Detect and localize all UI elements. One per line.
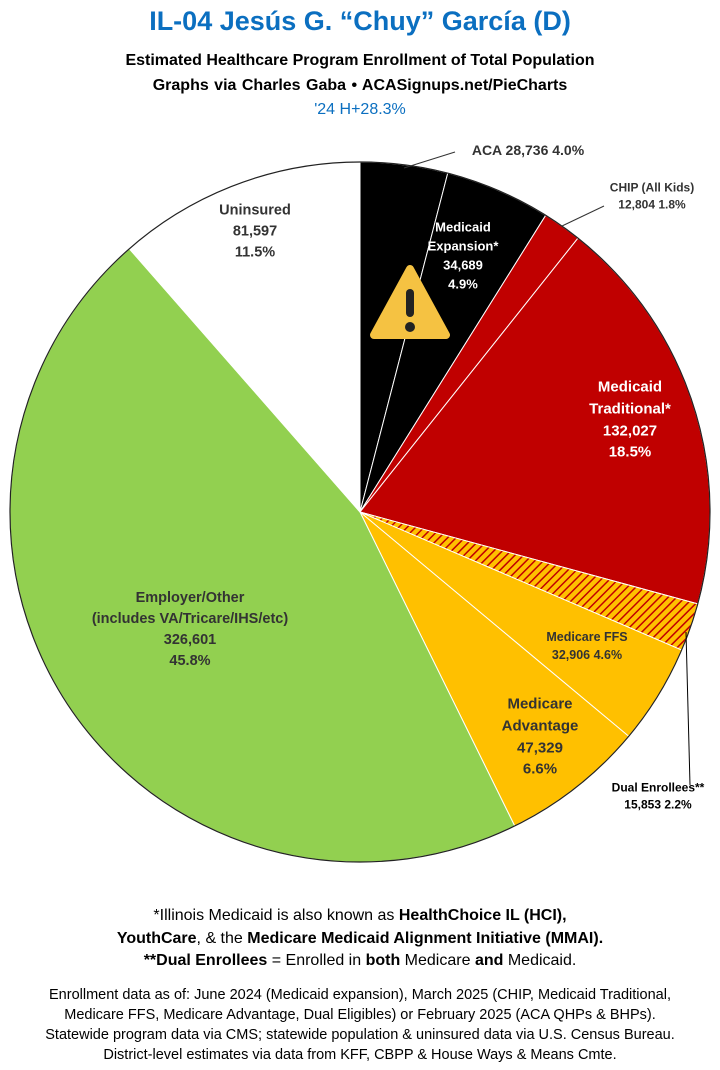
slice-name: Medicare Advantage [501,695,579,735]
slice-label: Medicaid Traditional* 132,027 18.5% [589,377,671,464]
slice-label: Employer/Other (includes VA/Tricare/IHS/… [92,588,288,672]
warning-icon-part [406,289,414,317]
slice-name: CHIP (All Kids) [609,180,695,195]
slice-percent: 4.6% [593,648,623,662]
slice-percent: 18.5% [608,443,652,461]
footnote-text: *Illinois Medicaid is also known as [153,907,399,924]
slice-value: 28,736 [505,141,549,158]
footnote-text: = Enrolled in [267,952,366,969]
subtitle: Estimated Healthcare Program Enrollment … [125,52,595,69]
leader-line [403,151,456,169]
chart-title: IL-04 Jesús G. “Chuy” García (D) [149,6,571,36]
slice-percent: 6.6% [522,760,558,778]
footnote-text: **Dual Enrollees [143,952,268,969]
source: Medicare FFS, Medicare Advantage, Dual E… [64,1007,656,1023]
slice-value: 132,027 [602,422,658,439]
slice-value: 34,689 [443,257,483,272]
leader-line [685,631,691,786]
slice-name: Uninsured [219,202,291,219]
slice-value: 326,601 [163,632,217,648]
credit: Graphs via Charles Gaba • ACASignups.net… [152,77,568,94]
source: District-level estimates via data from K… [103,1047,617,1063]
slice-name: ACA [471,141,502,158]
footnote-text: Medicare Medicaid Alignment Initiative (… [247,930,604,947]
pie-outline [9,161,711,863]
footnote-text: HealthChoice IL (HCI), [398,907,567,924]
slice-percent: 4.9% [448,275,478,291]
slice-value: 12,804 [618,198,655,212]
slice-name: Dual Enrollees** [611,780,705,795]
slice-name: Medicaid Expansion* [427,219,499,254]
footnote: **Dual Enrollees = Enrolled in both Medi… [0,952,720,970]
slice-percent: 2.2% [664,798,692,812]
slice-label: Medicare FFS 32,906 4.6% [546,628,627,664]
footnote-text: both [365,952,401,969]
slice-label: Medicare Advantage 47,329 6.6% [502,694,579,781]
footnote: *Illinois Medicaid is also known as Heal… [0,907,720,925]
leader-line [561,205,605,227]
warning-icon-part [405,322,415,332]
slice-name: Employer/Other (includes VA/Tricare/IHS/… [91,589,289,627]
slice-label: CHIP (All Kids) 12,804 1.8% [610,180,694,215]
slice-value: 47,329 [517,739,563,756]
slice-percent: 45.8% [169,653,211,670]
slice-label: Uninsured 81,597 11.5% [219,200,291,263]
slice-value: 15,853 [624,798,661,812]
source: Statewide program data via CMS; statewid… [45,1027,675,1043]
slice-percent: 11.5% [234,244,276,261]
slice-percent: 1.8% [658,198,686,212]
footnote-text: Medicaid. [503,952,577,969]
slice-label: Dual Enrollees** 15,853 2.2% [612,780,705,815]
slice-name: Medicaid Traditional* [589,378,671,418]
slice-label: Medicaid Expansion* 34,689 4.9% [428,218,499,293]
source: Enrollment data as of: June 2024 (Medica… [49,987,671,1003]
slice-value: 32,906 [551,648,591,662]
slice-label: ACA 28,736 4.0% [472,140,584,160]
footnote-text: and [474,952,504,969]
warning-icon [370,265,450,339]
footnote-text: , & the [196,930,248,947]
footnote-text: Medicare [400,952,475,969]
footnote-text: YouthCare [116,930,197,947]
slice-name: Medicare FFS [546,629,628,644]
annotation: '24 H+28.3% [314,101,406,118]
slice-percent: 4.0% [552,141,585,158]
slice-value: 81,597 [232,223,278,240]
footnote: YouthCare, & the Medicare Medicaid Align… [0,930,720,948]
